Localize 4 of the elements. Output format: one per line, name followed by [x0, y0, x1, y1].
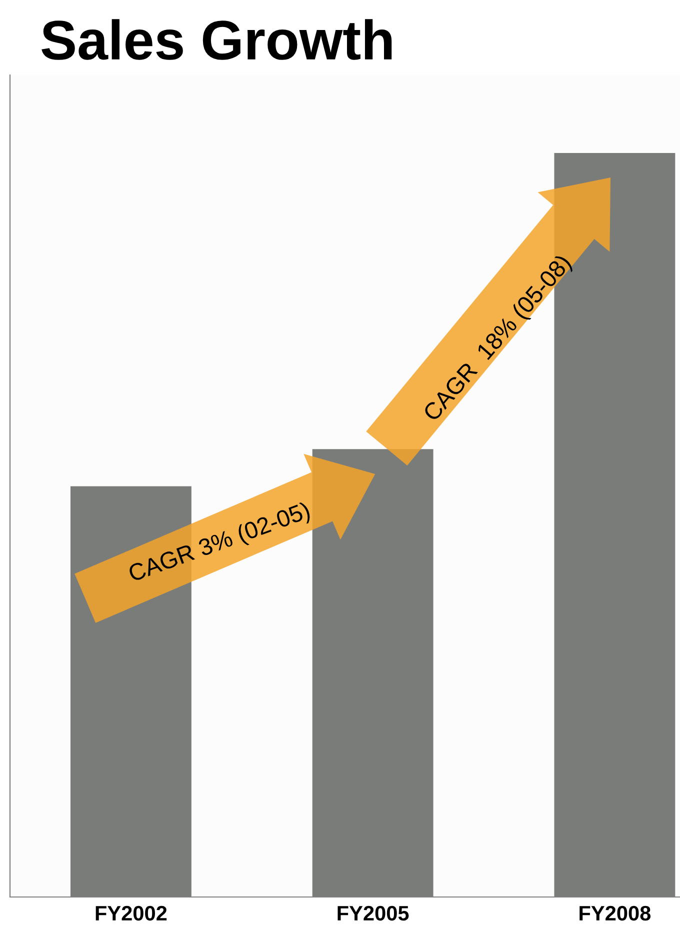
x-tick-label: FY2002 — [96, 906, 167, 921]
chart-title: Sales Growth — [42, 19, 392, 60]
x-tick-label: FY2005 — [338, 906, 409, 921]
x-tick-label: FY2008 — [580, 906, 651, 921]
